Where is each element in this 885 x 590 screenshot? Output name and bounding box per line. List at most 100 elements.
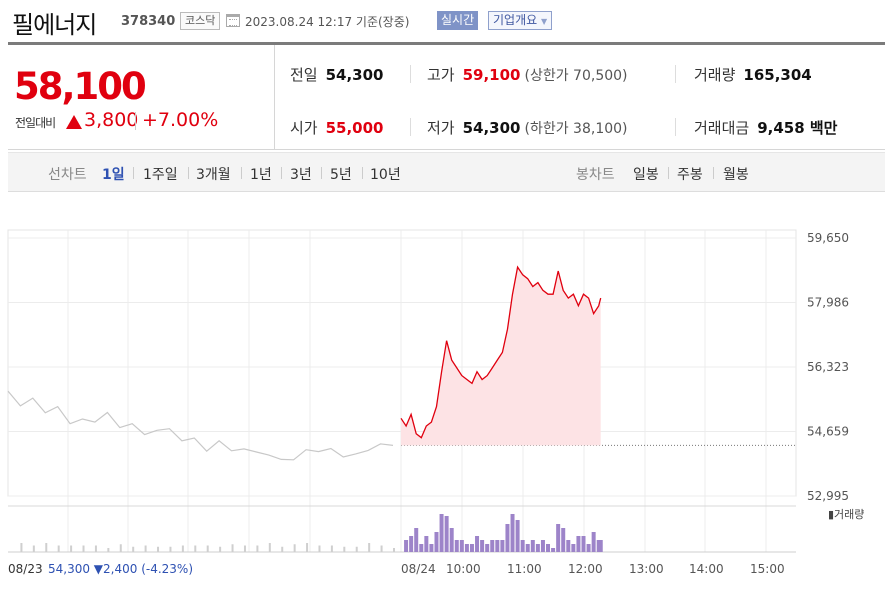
period-3y[interactable]: 3년 bbox=[290, 167, 312, 183]
up-arrow-icon bbox=[66, 115, 82, 129]
change-value: 3,800 bbox=[84, 109, 139, 131]
low-value: 54,300 bbox=[462, 119, 521, 137]
volume-bar-today bbox=[561, 528, 566, 552]
volume-value: 165,304 bbox=[743, 66, 812, 84]
divider bbox=[675, 118, 676, 136]
volume-bar-today bbox=[540, 540, 545, 552]
prev-close-value: 54,300 bbox=[325, 66, 384, 84]
low-label: 저가 bbox=[427, 119, 455, 137]
volume-bar-today bbox=[586, 544, 591, 552]
company-info-dropdown[interactable]: 기업개요 ▼ bbox=[488, 11, 553, 30]
volume-bar-today bbox=[581, 536, 586, 552]
volume-bar-prev bbox=[330, 545, 333, 552]
chevron-down-icon: ▼ bbox=[541, 17, 548, 26]
intraday-price-chart: 59,650 57,986 56,323 54,659 52,995 ▮거래량 08/24 1… bbox=[7, 229, 864, 576]
volume-bar-today bbox=[551, 548, 556, 552]
prev-close-label: 전일 bbox=[290, 66, 318, 84]
open-label: 시가 bbox=[290, 119, 318, 137]
candle-weekly[interactable]: 주봉 bbox=[677, 167, 703, 183]
volume-bar-prev bbox=[231, 544, 234, 552]
stock-name: 필에너지 bbox=[12, 11, 97, 39]
volume-bar-today bbox=[459, 540, 464, 552]
volume-bar-today bbox=[444, 516, 449, 552]
y-tick-label: 59,650 bbox=[807, 231, 849, 245]
volume-bar-today bbox=[475, 536, 480, 552]
volume-bar-today bbox=[480, 540, 485, 552]
divider bbox=[410, 65, 411, 83]
volume-bar-prev bbox=[45, 543, 48, 552]
candle-chart-label: 봉차트 bbox=[576, 167, 615, 183]
x-tick-label: 12:00 bbox=[568, 562, 603, 576]
volume-bar-today bbox=[490, 540, 495, 552]
volume-bar-today bbox=[571, 544, 576, 552]
volume: 거래량 165,304 bbox=[694, 64, 812, 85]
period-5y[interactable]: 5년 bbox=[330, 167, 352, 183]
volume-bar-today bbox=[469, 544, 474, 552]
volume-bar-today bbox=[576, 536, 581, 552]
upper-limit: (상한가 70,500) bbox=[524, 68, 628, 84]
current-price-box: 58,100 전일대비 3,800 +7.00% bbox=[8, 45, 275, 150]
stock-code: 378340 bbox=[121, 14, 176, 29]
x-tick-label: 13:00 bbox=[629, 562, 664, 576]
y-tick-label: 57,986 bbox=[807, 296, 849, 310]
volume-bar-today bbox=[409, 536, 414, 552]
volume-bar-prev bbox=[107, 548, 110, 552]
volume-bar-today bbox=[495, 540, 500, 552]
current-price: 58,100 bbox=[14, 65, 147, 108]
volume-bar-prev bbox=[82, 545, 85, 552]
divider bbox=[241, 167, 242, 179]
volume-bar-prev bbox=[268, 543, 271, 552]
volume-bar-prev bbox=[169, 546, 172, 552]
header-divider bbox=[8, 42, 885, 45]
volume-bar-prev bbox=[318, 545, 321, 552]
realtime-button[interactable]: 실시간 bbox=[437, 11, 479, 30]
volume-bar-today bbox=[591, 532, 596, 552]
volume-bar-prev bbox=[293, 544, 296, 552]
volume-bar-prev bbox=[243, 545, 246, 552]
volume-bar-prev bbox=[206, 545, 209, 552]
high-label: 고가 bbox=[427, 66, 455, 84]
amount-value: 9,458 백만 bbox=[757, 119, 838, 137]
y-tick-label: 54,659 bbox=[807, 425, 849, 439]
change-rate: +7.00% bbox=[142, 109, 219, 131]
divider bbox=[668, 167, 669, 179]
chart-period-bar: 선차트 1일 1주일 3개월 1년 3년 5년 10년 봉차트 일봉 주봉 월봉 bbox=[8, 152, 885, 192]
open-value: 55,000 bbox=[325, 119, 384, 137]
lower-limit: (하한가 38,100) bbox=[524, 121, 628, 137]
volume-bar-prev bbox=[32, 545, 35, 552]
divider bbox=[133, 167, 134, 179]
today-price-line bbox=[400, 265, 602, 439]
prev-day-date: 08/23 bbox=[8, 562, 43, 576]
day-low: 저가 54,300 (하한가 38,100) bbox=[427, 117, 628, 138]
volume-bar-today bbox=[525, 544, 530, 552]
today-price-area bbox=[401, 267, 601, 446]
prev-day-price-line bbox=[7, 390, 394, 461]
period-1w[interactable]: 1주일 bbox=[143, 167, 178, 183]
period-1y[interactable]: 1년 bbox=[250, 167, 272, 183]
prev-day-close: 54,300 ▼2,400 (-4.23%) bbox=[48, 562, 193, 576]
market-badge: 코스닥 bbox=[180, 12, 221, 30]
volume-bar-prev bbox=[157, 546, 160, 552]
volume-bar-prev bbox=[70, 545, 73, 552]
volume-legend: ▮거래량 bbox=[828, 508, 864, 521]
volume-bar-prev bbox=[181, 545, 184, 552]
volume-bar-today bbox=[520, 540, 525, 552]
high-value: 59,100 bbox=[462, 66, 521, 84]
volume-bar-today bbox=[510, 514, 515, 552]
candle-monthly[interactable]: 월봉 bbox=[723, 167, 749, 183]
volume-bar-prev bbox=[219, 546, 222, 552]
quote-datetime: 2023.08.24 12:17 기준(장중) bbox=[245, 15, 410, 29]
period-10y[interactable]: 10년 bbox=[370, 167, 401, 183]
volume-bar-today bbox=[404, 540, 409, 552]
period-3m[interactable]: 3개월 bbox=[196, 167, 231, 183]
period-1d[interactable]: 1일 bbox=[102, 167, 125, 183]
volume-bar-prev bbox=[256, 545, 259, 552]
candle-daily[interactable]: 일봉 bbox=[633, 167, 659, 183]
volume-bar-today bbox=[454, 540, 459, 552]
volume-bar-prev bbox=[132, 546, 135, 552]
volume-bar-today bbox=[419, 544, 424, 552]
volume-bar-today bbox=[424, 536, 429, 552]
x-tick-label: 15:00 bbox=[750, 562, 785, 576]
volume-bar-today bbox=[439, 514, 444, 552]
volume-bar-today bbox=[449, 528, 454, 552]
